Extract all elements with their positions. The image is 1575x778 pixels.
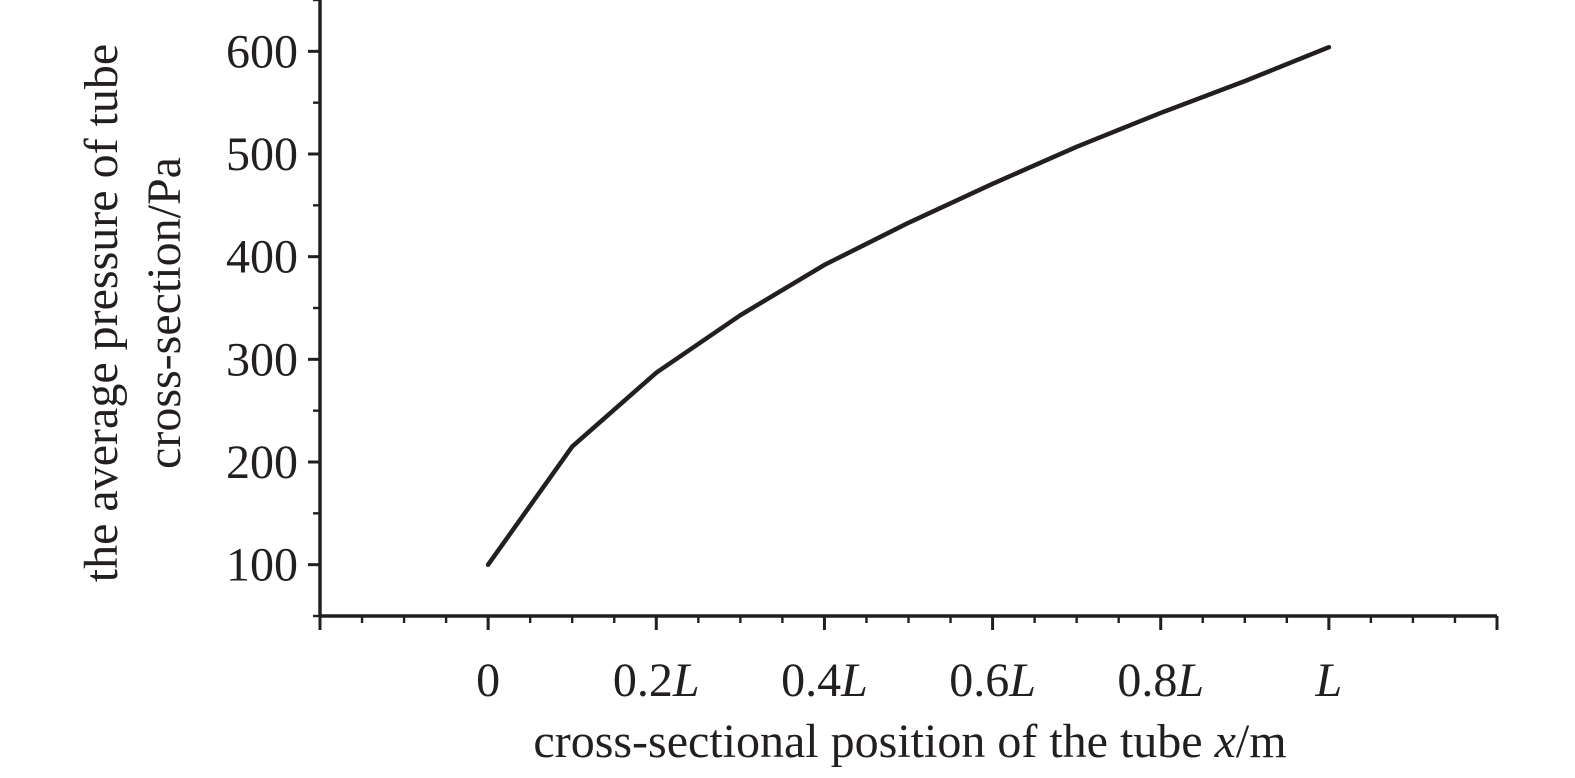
x-tick-labels: 0 0.2L 0.4L 0.6L 0.8L L bbox=[476, 654, 1342, 707]
x-axis-title-text: cross-sectional position of the tube bbox=[533, 715, 1214, 768]
x-tick-label: 0.8L bbox=[1117, 654, 1204, 707]
minor-ticks bbox=[313, 0, 1457, 623]
x-axis-title-variable: x bbox=[1214, 715, 1236, 768]
major-ticks bbox=[308, 49, 1499, 630]
x-tick-label: 0.2L bbox=[613, 654, 700, 707]
x-tick-label: 0.4L bbox=[781, 654, 868, 707]
y-axis-title-line-1: the average pressure of tube bbox=[75, 44, 128, 582]
y-tick-label: 600 bbox=[226, 25, 298, 78]
y-tick-label: 200 bbox=[226, 436, 298, 489]
y-tick-label: 300 bbox=[226, 333, 298, 386]
x-axis-title-unit: /m bbox=[1236, 715, 1287, 768]
y-tick-labels: 100 200 300 400 500 600 bbox=[226, 25, 298, 591]
y-tick-label: 400 bbox=[226, 231, 298, 284]
y-tick-label: 500 bbox=[226, 128, 298, 181]
series-line bbox=[485, 44, 1332, 567]
y-axis-title-line-2: cross-section/Pa bbox=[138, 157, 191, 469]
x-tick-label: 0 bbox=[476, 654, 500, 707]
series-layer bbox=[485, 44, 1332, 567]
x-tick-label: L bbox=[1315, 654, 1343, 707]
x-tick-label: 0.6L bbox=[949, 654, 1036, 707]
x-axis-title: cross-sectional position of the tube x/m bbox=[533, 715, 1286, 768]
y-axis-title: the average pressure of tube cross-secti… bbox=[75, 44, 191, 582]
y-tick-label: 100 bbox=[226, 539, 298, 592]
